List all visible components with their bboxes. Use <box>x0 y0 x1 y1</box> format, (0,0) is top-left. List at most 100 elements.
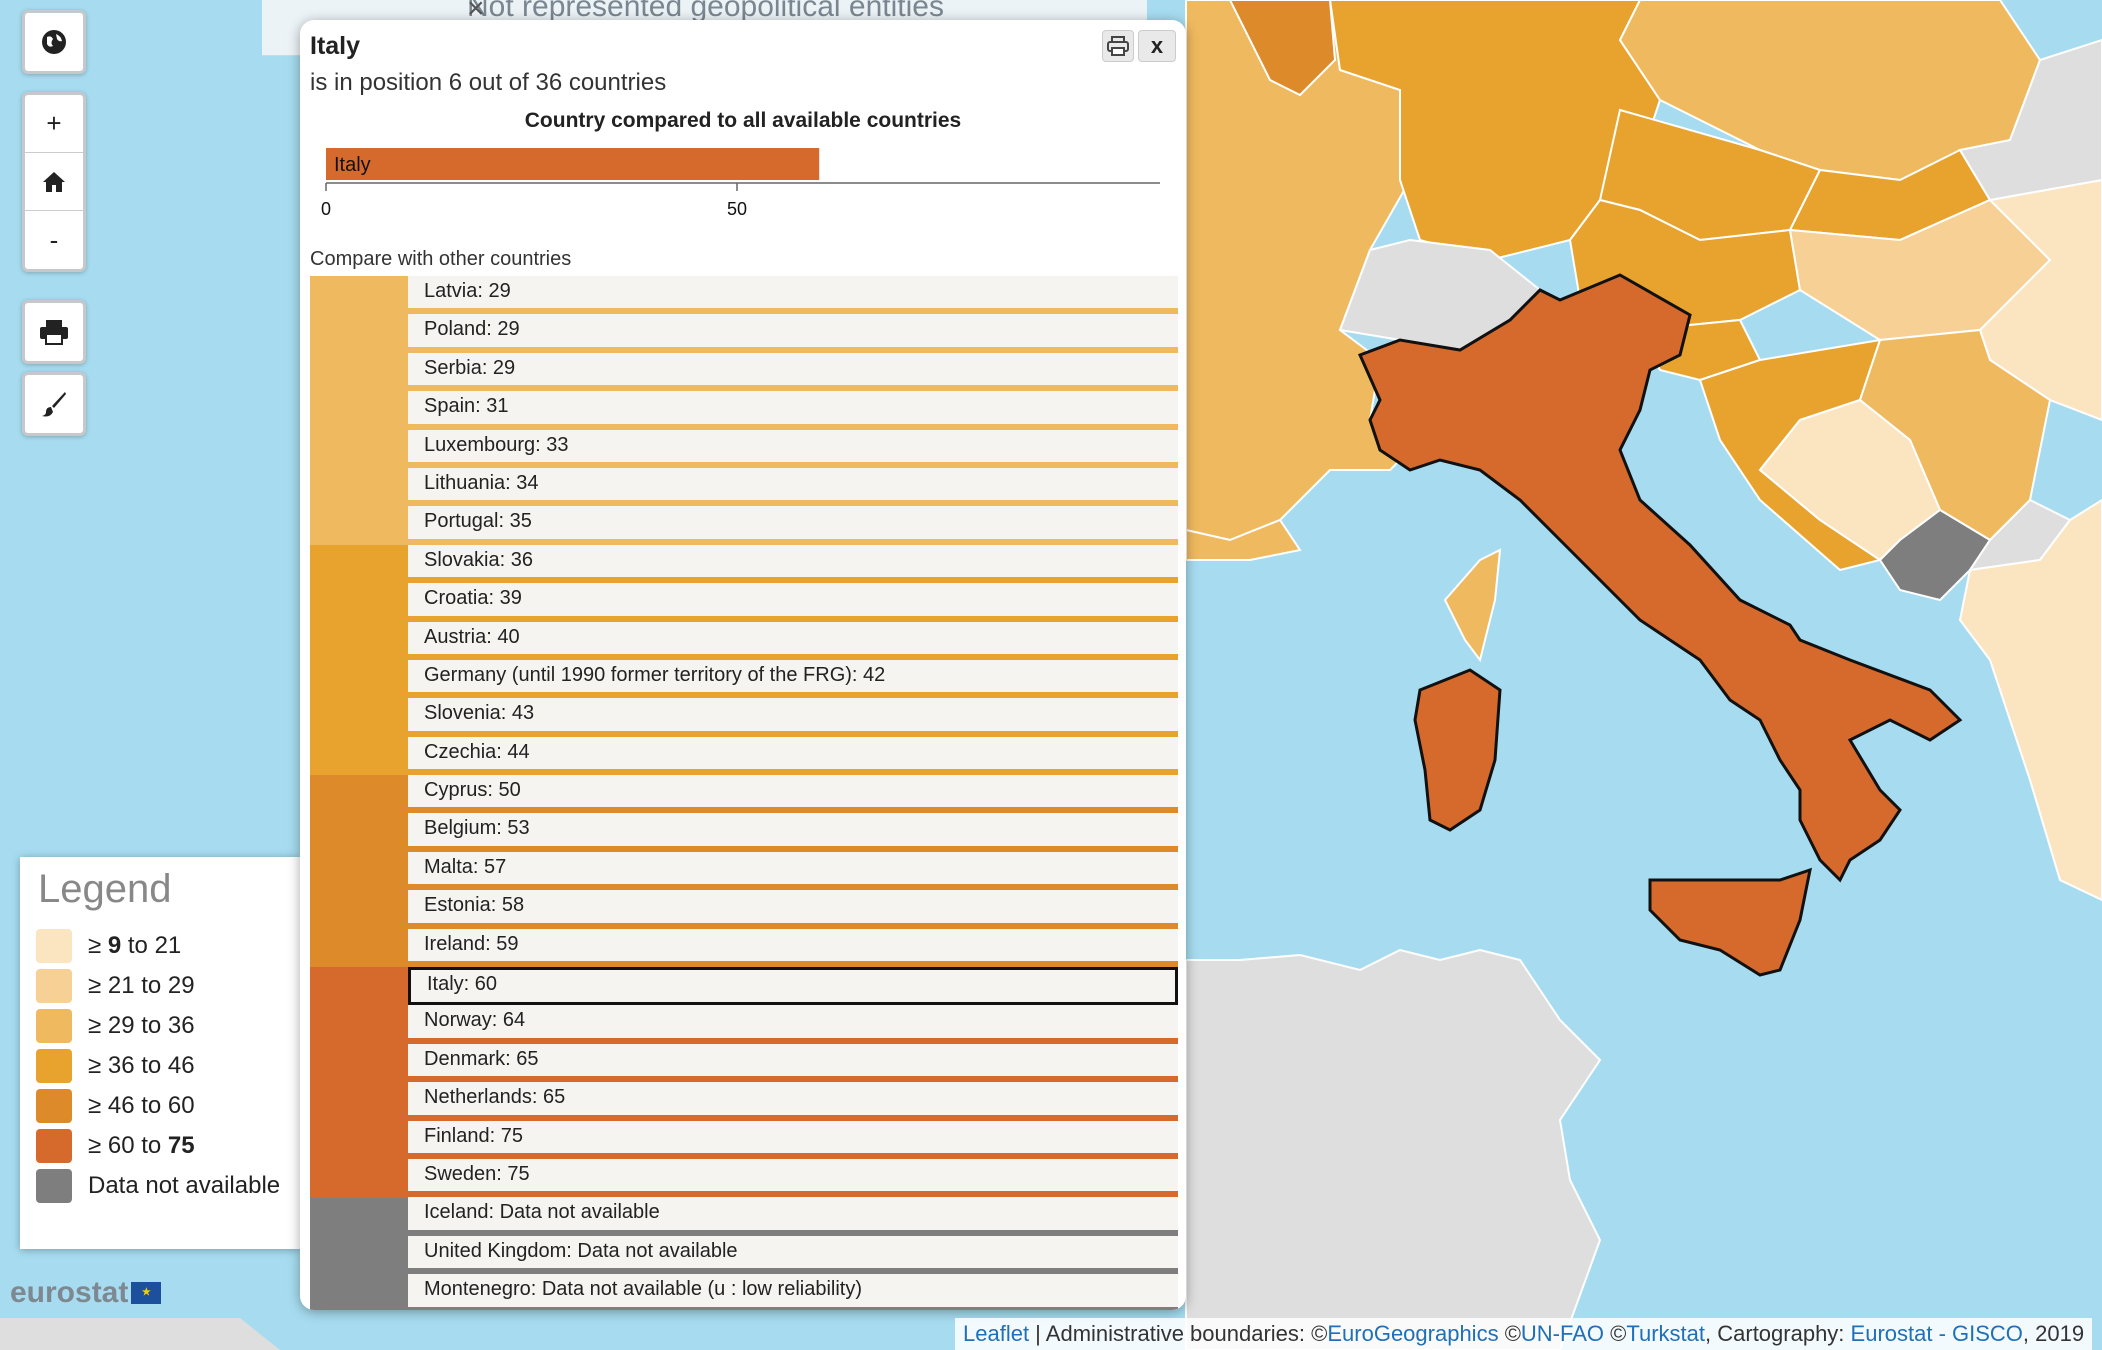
attribution-text-4: , Cartography: <box>1705 1321 1851 1346</box>
country-list-item[interactable]: Luxembourg: 33 <box>408 429 1178 468</box>
country-list-item[interactable]: Estonia: 58 <box>408 890 1178 929</box>
class-band <box>310 276 410 545</box>
notice-text: Not represented geopolitical entities <box>467 0 944 23</box>
eurogeographics-link[interactable]: EuroGeographics <box>1327 1321 1499 1346</box>
popup-subtitle: is in position 6 out of 36 countries <box>310 69 667 96</box>
map-region-bottom-left <box>0 1318 280 1350</box>
attribution-text-5: , 2019 <box>2022 1321 2085 1346</box>
country-list-item[interactable]: Poland: 29 <box>408 314 1178 353</box>
country-list-item[interactable]: Montenegro: Data not available (u : low … <box>408 1274 1178 1310</box>
map-region-north-africa <box>1185 948 1602 1350</box>
country-list-item[interactable]: Czechia: 44 <box>408 736 1178 776</box>
legend-label: ≥ 36 to 46 <box>88 1052 195 1079</box>
legend-label: Data not available <box>88 1172 281 1199</box>
legend-row: ≥ 9 to 21 <box>36 926 284 966</box>
country-list-item[interactable]: Latvia: 29 <box>408 276 1178 315</box>
zoom-out-button[interactable]: - <box>49 224 59 255</box>
country-list-item[interactable]: Finland: 75 <box>408 1120 1178 1159</box>
leaflet-link[interactable]: Leaflet <box>963 1321 1030 1346</box>
map-region-netherlands <box>1228 0 1337 97</box>
legend-row: ≥ 21 to 29 <box>36 966 284 1006</box>
home-button[interactable] <box>25 153 83 211</box>
country-list-item[interactable]: Iceland: Data not available <box>408 1197 1178 1236</box>
country-list-item[interactable]: Malta: 57 <box>408 851 1178 891</box>
map-region-sardinia <box>1413 668 1502 832</box>
country-list-item[interactable]: Serbia: 29 <box>408 352 1178 392</box>
popup-print-button[interactable] <box>1102 30 1134 62</box>
country-list-item[interactable]: Netherlands: 65 <box>408 1082 1178 1121</box>
country-list-item[interactable]: Croatia: 39 <box>408 583 1178 622</box>
class-band <box>310 775 410 968</box>
country-list-item[interactable]: Portugal: 35 <box>408 506 1178 545</box>
country-list-item[interactable]: Cyprus: 50 <box>408 775 1178 814</box>
attribution: Leaflet | Administrative boundaries: ©Eu… <box>955 1318 2093 1350</box>
country-list-item[interactable]: Lithuania: 34 <box>408 467 1178 507</box>
style-button[interactable] <box>25 375 83 433</box>
country-list-item[interactable]: Belgium: 53 <box>408 813 1178 852</box>
globe-button[interactable] <box>25 13 83 71</box>
legend: Legend ≥ 9 to 21 ≥ 21 to 29 ≥ 29 to 36 ≥ 36… <box>20 857 300 1249</box>
attribution-text-1: | Administrative boundaries: © <box>1029 1321 1328 1346</box>
chart-title: Country compared to all available countr… <box>524 109 962 132</box>
legend-swatch <box>36 969 72 1003</box>
legend-label: ≥ 60 to 75 <box>88 1132 195 1159</box>
map-region-balkans-south <box>1958 498 2102 902</box>
legend-title: Legend <box>38 867 172 911</box>
gisco-link[interactable]: Eurostat - GISCO <box>1850 1321 2023 1346</box>
class-band <box>310 967 410 1198</box>
country-list-item[interactable]: Spain: 31 <box>408 391 1178 430</box>
chart-bar <box>326 148 820 180</box>
country-list-item[interactable]: Austria: 40 <box>408 621 1178 660</box>
legend-row: Data not available <box>36 1166 284 1206</box>
zoom-in-button[interactable]: + <box>25 95 83 153</box>
country-list-item[interactable]: Ireland: 59 <box>408 928 1178 968</box>
legend-row: ≥ 36 to 46 <box>36 1046 284 1086</box>
print-icon <box>40 320 68 345</box>
popup-title: Italy <box>310 32 361 60</box>
print-icon <box>1107 36 1129 56</box>
country-list-item[interactable]: Slovenia: 43 <box>408 698 1178 737</box>
country-list-item[interactable]: United Kingdom: Data not available <box>408 1235 1178 1275</box>
compare-label: Compare with other countries <box>310 248 572 270</box>
map-region-corsica <box>1443 548 1502 663</box>
legend-rows: ≥ 9 to 21 ≥ 21 to 29 ≥ 29 to 36 ≥ 36 to 46 ≥… <box>36 926 284 1206</box>
notice-close-icon[interactable]: × <box>467 0 485 25</box>
toolbar-style-group <box>22 372 86 436</box>
chart-bar-label: Italy <box>334 154 371 176</box>
legend-label: ≥ 9 to 21 <box>88 932 182 959</box>
country-list-item[interactable]: Germany (until 1990 former territory of … <box>408 659 1178 699</box>
popup-close-button[interactable]: x <box>1138 30 1176 62</box>
turkstat-link[interactable]: Turkstat <box>1626 1321 1706 1346</box>
unfao-link[interactable]: UN-FAO <box>1520 1321 1605 1346</box>
legend-label: ≥ 46 to 60 <box>88 1092 195 1119</box>
legend-swatch <box>36 1129 72 1163</box>
legend-row: ≥ 29 to 36 <box>36 1006 284 1046</box>
map-region-italy <box>1357 273 1963 883</box>
chart-tick-label: 0 <box>321 199 331 219</box>
print-button[interactable] <box>25 303 83 361</box>
attribution-text-2: © <box>1498 1321 1521 1346</box>
toolbar-globe-group <box>22 10 86 74</box>
eurostat-logo[interactable]: eurostat ★ <box>10 1276 162 1310</box>
class-color-bands <box>310 276 410 1310</box>
legend-swatch <box>36 1049 72 1083</box>
legend-swatch <box>36 1169 72 1203</box>
legend-swatch <box>36 1009 72 1043</box>
country-list-item[interactable]: Sweden: 75 <box>408 1158 1178 1198</box>
attribution-text-3: © <box>1604 1321 1627 1346</box>
eu-flag-icon: ★ <box>131 1282 162 1304</box>
legend-swatch <box>36 1089 72 1123</box>
home-icon <box>43 171 65 192</box>
logo-text: eurostat <box>10 1276 129 1309</box>
toolbar-print-group <box>22 300 86 364</box>
legend-swatch <box>36 929 72 963</box>
country-list-item[interactable]: Italy: 60 <box>408 967 1178 1006</box>
country-popup: Italy is in position 6 out of 36 countri… <box>300 20 1186 1310</box>
country-list-item[interactable]: Denmark: 65 <box>408 1043 1178 1083</box>
legend-label: ≥ 21 to 29 <box>88 972 195 999</box>
class-band <box>310 1197 410 1310</box>
country-list-item[interactable]: Norway: 64 <box>408 1005 1178 1044</box>
country-list-item[interactable]: Slovakia: 36 <box>408 544 1178 584</box>
class-band <box>310 544 410 776</box>
paintbrush-icon <box>42 392 66 417</box>
